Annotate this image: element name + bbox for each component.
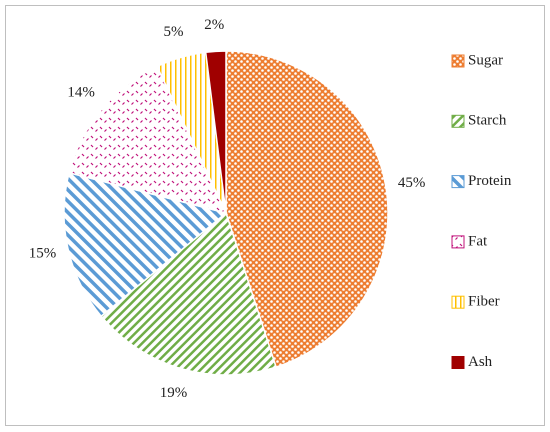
legend-label: Ash (468, 354, 493, 370)
data-label: 45% (398, 175, 426, 191)
legend-swatch (451, 114, 465, 128)
data-label: 2% (204, 17, 224, 33)
data-label: 15% (29, 245, 57, 261)
pie-slice (225, 50, 389, 369)
legend-swatch (451, 54, 465, 68)
legend-swatch (451, 235, 465, 249)
pie-slice (100, 211, 278, 376)
pie-slice (204, 50, 227, 214)
legend-label: Sugar (468, 52, 503, 68)
legend-swatch (451, 356, 465, 369)
legend-label: Starch (468, 113, 507, 129)
data-label: 14% (67, 85, 95, 101)
legend-label: Protein (468, 173, 512, 189)
legend-label: Fiber (468, 294, 500, 310)
data-label: 19% (160, 385, 188, 401)
legend-label: Fat (468, 233, 488, 249)
legend-swatch (451, 175, 465, 189)
data-label: 5% (164, 24, 184, 40)
pie-slice (63, 171, 228, 318)
legend-swatch (451, 295, 465, 309)
pie-slice (68, 65, 228, 215)
